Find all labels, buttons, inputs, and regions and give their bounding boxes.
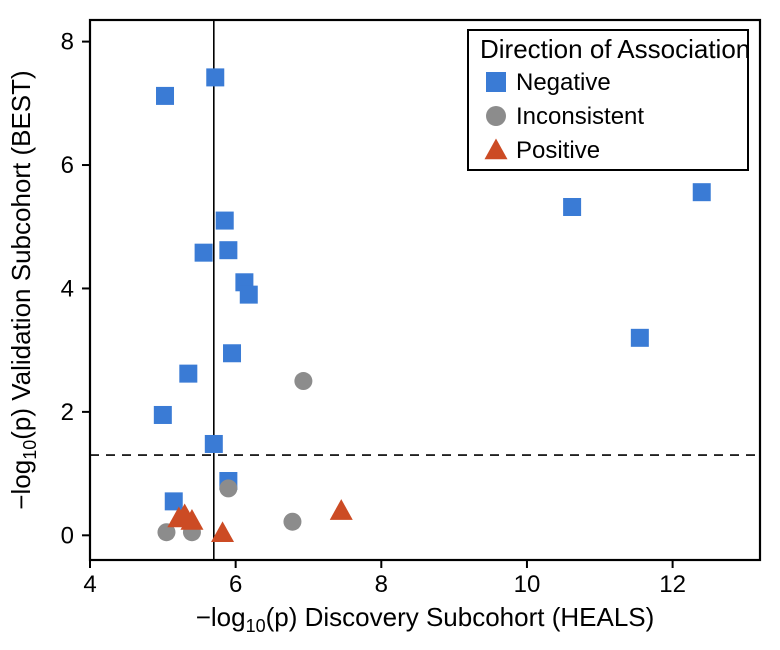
legend-label-inconsistent: Inconsistent — [516, 103, 644, 130]
point-negative — [205, 435, 223, 453]
legend-label-negative: Negative — [516, 69, 611, 96]
point-negative — [219, 241, 237, 259]
x-tick-label: 12 — [659, 571, 686, 598]
scatter-chart: 468101202468−log10(p) Discovery Subcohor… — [0, 0, 780, 650]
point-negative — [206, 68, 224, 86]
point-negative — [563, 198, 581, 216]
x-tick-label: 6 — [229, 571, 242, 598]
legend-title: Direction of Association — [480, 34, 750, 64]
y-tick-label: 4 — [61, 275, 74, 302]
x-tick-label: 10 — [514, 571, 541, 598]
point-negative — [195, 244, 213, 262]
chart-svg: 468101202468−log10(p) Discovery Subcohor… — [0, 0, 780, 650]
point-negative — [154, 406, 172, 424]
point-negative — [156, 87, 174, 105]
point-negative — [165, 492, 183, 510]
y-tick-label: 6 — [61, 152, 74, 179]
point-negative — [179, 365, 197, 383]
x-tick-label: 4 — [83, 571, 96, 598]
point-negative — [631, 329, 649, 347]
point-inconsistent — [294, 372, 312, 390]
y-tick-label: 0 — [61, 522, 74, 549]
y-tick-label: 8 — [61, 29, 74, 56]
point-negative — [693, 183, 711, 201]
point-inconsistent — [283, 513, 301, 531]
x-tick-label: 8 — [375, 571, 388, 598]
point-negative — [223, 344, 241, 362]
point-negative — [216, 212, 234, 230]
legend-marker-inconsistent — [486, 106, 506, 126]
y-tick-label: 2 — [61, 399, 74, 426]
point-negative — [240, 286, 258, 304]
legend: Direction of Association Negative Inconsis… — [468, 30, 750, 170]
legend-label-positive: Positive — [516, 137, 600, 164]
point-inconsistent — [219, 479, 237, 497]
legend-marker-negative — [486, 72, 506, 92]
